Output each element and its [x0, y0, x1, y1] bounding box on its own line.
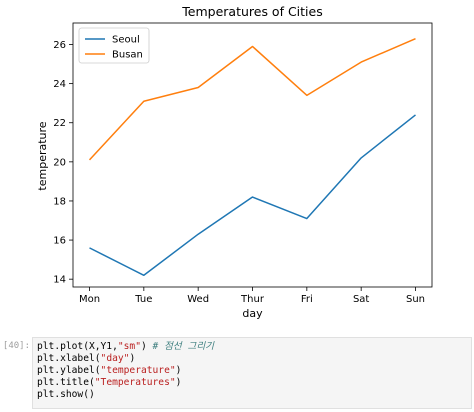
x-tick-label: Sun	[406, 294, 425, 305]
code-comment: # 점선 그리기	[152, 341, 215, 352]
legend-label-busan: Busan	[112, 50, 143, 61]
code-line: plt.xlabel("day")	[37, 353, 467, 365]
code-string: "sm"	[117, 341, 141, 352]
y-tick-label: 20	[53, 157, 66, 168]
cell-prompt: [40]:	[2, 341, 30, 351]
legend-label-seoul: Seoul	[112, 35, 140, 46]
code-token: plt.ylabel(	[37, 365, 101, 376]
code-token: )	[140, 341, 153, 352]
code-line: plt.title("Temperatures")	[37, 377, 467, 389]
code-line: plt.plot(X,Y1,"sm") # 점선 그리기	[37, 341, 467, 353]
line-chart: Temperatures of Cities Mon Tue Wed Thur Fri S…	[36, 4, 433, 320]
x-tick-label: Wed	[187, 294, 209, 305]
code-line: plt.ylabel("temperature")	[37, 365, 467, 377]
y-tick-label: 14	[53, 275, 66, 286]
code-string: "temperature"	[100, 365, 176, 376]
series-line-busan	[88, 37, 416, 161]
code-cell[interactable]: [40]: plt.plot(X,Y1,"sm") # 점선 그리기 plt.xl…	[0, 336, 474, 412]
code-token: )	[129, 353, 136, 364]
y-tick-label: 24	[53, 79, 66, 90]
code-token: plt.show()	[37, 389, 95, 400]
x-axis-label: day	[242, 307, 263, 320]
code-token: plt.title(	[37, 377, 95, 388]
x-tick-label: Sat	[353, 294, 369, 305]
y-tick-label: 18	[53, 196, 66, 207]
y-tick-label: 26	[53, 40, 66, 51]
code-line: plt.show()	[37, 389, 467, 401]
code-token: plt.xlabel(	[37, 353, 101, 364]
code-editor[interactable]: plt.plot(X,Y1,"sm") # 점선 그리기 plt.xlabel("…	[32, 337, 472, 409]
x-tick-label: Mon	[79, 294, 100, 305]
chart-title: Temperatures of Cities	[181, 4, 322, 19]
code-string: "Temperatures"	[94, 377, 176, 388]
x-tick-label: Fri	[301, 294, 313, 305]
code-token: )	[175, 365, 182, 376]
y-tick-label: 22	[53, 118, 66, 129]
code-token: plt.plot(X,Y1,	[37, 341, 118, 352]
chart-svg: Temperatures of Cities Mon Tue Wed Thur Fri S…	[36, 4, 433, 320]
code-string: "day"	[100, 353, 130, 364]
y-tick-label: 16	[53, 236, 66, 247]
x-tick-label: Thur	[240, 294, 265, 305]
code-token: )	[175, 377, 182, 388]
series-line-seoul	[89, 114, 416, 277]
x-tick-label: Tue	[134, 294, 152, 305]
plot-area: Mon Tue Wed Thur Fri Sat Sun 14 16 18 20 22 24 26 Seou…	[53, 22, 433, 305]
y-axis-label: temperature	[36, 121, 49, 190]
